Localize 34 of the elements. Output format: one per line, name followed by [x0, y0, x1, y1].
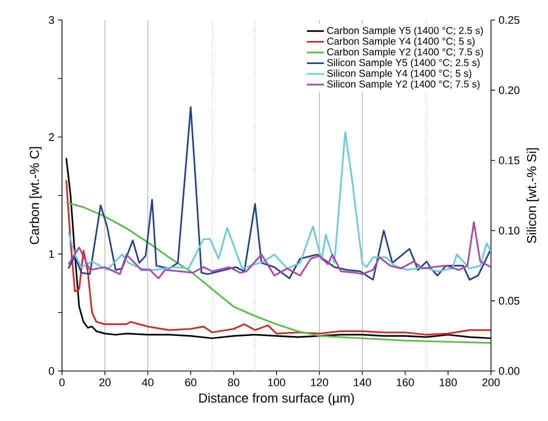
y2-tick-label: 0.10 [498, 226, 520, 234]
x-tick-label: 80 [228, 378, 240, 386]
x-tick-label: 0 [59, 378, 65, 386]
y2-tick-label: 0.05 [498, 296, 520, 305]
x-axis-title: Distance from surface (µm) [199, 393, 354, 406]
y2-tick-label: 0.00 [498, 367, 520, 375]
y2-tick-label: 0.15 [498, 156, 520, 164]
x-tick-label: 120 [311, 378, 328, 386]
y2-tick-label: 0.25 [498, 16, 520, 24]
legend-label: Carbon Sample Y4 (1400 °C; 5 s) [327, 37, 475, 47]
y-tick-label: 0 [48, 367, 54, 375]
y2-axis-title: Silicon [wt.-% Si] [526, 148, 539, 244]
x-tick-label: 40 [142, 378, 154, 386]
line-series [68, 132, 492, 272]
x-tick-label: 140 [354, 378, 372, 386]
y-tick-label: 3 [48, 16, 54, 24]
y2-tick-label: 0.20 [498, 86, 520, 94]
x-tick-label: 60 [185, 378, 196, 386]
x-tick-label: 100 [268, 378, 286, 386]
x-tick-label: 160 [396, 378, 414, 386]
legend-label: Silicon Sample Y2 (1400 °C; 7.5 s) [327, 80, 480, 90]
legend-label: Silicon Sample Y5 (1400 °C; 2.5 s) [327, 58, 480, 68]
line-series [68, 221, 492, 280]
y-tick-label: 1 [49, 250, 54, 258]
line-series [65, 202, 492, 344]
legend-label: Carbon Sample Y2 (1400 °C; 7.5 s) [327, 48, 483, 58]
legend-label: Carbon Sample Y5 (1400 °C; 2.5 s) [327, 26, 483, 36]
x-tick-label: 200 [482, 378, 500, 386]
x-tick-label: 180 [440, 378, 457, 386]
y-axis-title: Carbon [wt.-% C] [29, 147, 42, 244]
y-tick-label: 2 [48, 133, 54, 141]
line-series [68, 106, 492, 281]
x-tick-label: 20 [99, 378, 111, 386]
legend-label: Silicon Sample Y4 (1400 °C; 5 s) [327, 70, 472, 79]
